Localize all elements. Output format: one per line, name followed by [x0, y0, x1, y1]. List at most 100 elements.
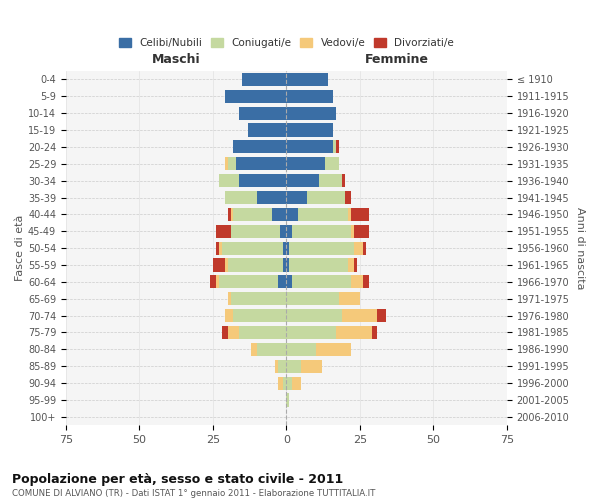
Bar	[233, 208, 272, 221]
Bar	[278, 376, 283, 390]
Bar	[230, 224, 280, 238]
Bar	[286, 309, 342, 322]
Bar	[354, 242, 363, 254]
Bar	[286, 174, 319, 187]
Bar	[230, 208, 233, 221]
Bar	[334, 140, 337, 153]
Bar	[227, 292, 230, 306]
Bar	[363, 242, 366, 254]
Bar	[216, 276, 219, 288]
Bar	[351, 208, 368, 221]
Bar	[337, 326, 371, 339]
Bar	[286, 292, 339, 306]
Bar	[239, 326, 286, 339]
Text: Popolazione per età, sesso e stato civile - 2011: Popolazione per età, sesso e stato civil…	[12, 472, 343, 486]
Bar	[292, 276, 351, 288]
Bar	[221, 326, 227, 339]
Bar	[286, 394, 289, 406]
Bar	[278, 276, 286, 288]
Bar	[278, 360, 286, 373]
Bar	[286, 208, 298, 221]
Bar	[224, 191, 257, 204]
Bar	[283, 242, 286, 254]
Bar	[286, 276, 292, 288]
Bar	[251, 343, 257, 356]
Bar	[316, 343, 351, 356]
Bar	[239, 106, 286, 120]
Bar	[319, 174, 342, 187]
Bar	[348, 258, 354, 272]
Bar	[286, 90, 334, 103]
Bar	[307, 191, 345, 204]
Bar	[275, 360, 278, 373]
Bar	[286, 376, 292, 390]
Bar	[257, 343, 286, 356]
Bar	[286, 157, 325, 170]
Bar	[227, 157, 236, 170]
Bar	[224, 157, 227, 170]
Bar	[286, 343, 316, 356]
Bar	[286, 360, 301, 373]
Bar	[289, 242, 354, 254]
Bar	[286, 140, 334, 153]
Bar	[216, 224, 230, 238]
Bar	[224, 309, 233, 322]
Bar	[233, 140, 286, 153]
Bar	[257, 191, 286, 204]
Bar	[377, 309, 386, 322]
Text: Femmine: Femmine	[365, 53, 428, 66]
Bar	[298, 208, 348, 221]
Bar	[292, 376, 301, 390]
Bar	[286, 73, 328, 86]
Bar	[221, 242, 283, 254]
Bar	[280, 224, 286, 238]
Bar	[233, 309, 286, 322]
Bar	[227, 326, 239, 339]
Legend: Celibi/Nubili, Coniugati/e, Vedovi/e, Divorziati/e: Celibi/Nubili, Coniugati/e, Vedovi/e, Di…	[115, 34, 458, 52]
Bar	[213, 258, 224, 272]
Bar	[230, 292, 286, 306]
Bar	[301, 360, 322, 373]
Bar	[292, 224, 351, 238]
Bar	[342, 309, 377, 322]
Bar	[242, 73, 286, 86]
Bar	[363, 276, 368, 288]
Bar	[286, 224, 292, 238]
Bar	[339, 292, 360, 306]
Bar	[272, 208, 286, 221]
Bar	[286, 258, 289, 272]
Bar	[227, 258, 283, 272]
Bar	[354, 258, 357, 272]
Bar	[286, 191, 307, 204]
Bar	[348, 208, 351, 221]
Bar	[224, 90, 286, 103]
Bar	[354, 224, 368, 238]
Y-axis label: Fasce di età: Fasce di età	[15, 215, 25, 282]
Bar	[286, 326, 337, 339]
Bar	[219, 174, 239, 187]
Bar	[286, 106, 337, 120]
Text: Maschi: Maschi	[152, 53, 200, 66]
Bar	[236, 157, 286, 170]
Bar	[219, 242, 221, 254]
Bar	[248, 124, 286, 136]
Bar	[216, 242, 219, 254]
Bar	[289, 258, 348, 272]
Bar	[351, 276, 363, 288]
Bar	[210, 276, 216, 288]
Bar	[283, 258, 286, 272]
Bar	[239, 174, 286, 187]
Bar	[345, 191, 351, 204]
Bar	[219, 276, 278, 288]
Y-axis label: Anni di nascita: Anni di nascita	[575, 207, 585, 290]
Bar	[371, 326, 377, 339]
Bar	[286, 242, 289, 254]
Bar	[224, 258, 227, 272]
Bar	[283, 376, 286, 390]
Bar	[351, 224, 354, 238]
Bar	[286, 124, 334, 136]
Bar	[325, 157, 339, 170]
Text: COMUNE DI ALVIANO (TR) - Dati ISTAT 1° gennaio 2011 - Elaborazione TUTTITALIA.IT: COMUNE DI ALVIANO (TR) - Dati ISTAT 1° g…	[12, 489, 376, 498]
Bar	[227, 208, 230, 221]
Bar	[342, 174, 345, 187]
